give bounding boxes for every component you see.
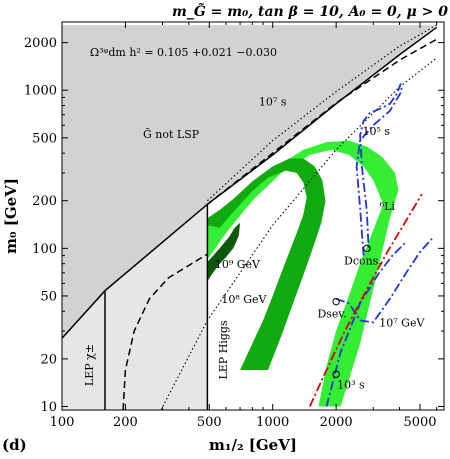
bands [207, 140, 399, 407]
series-line-8-d-sev [325, 241, 407, 407]
ticks: 100 200 500 1000 2000 5000 10 20 50 100 200 500 1000… [24, 22, 444, 430]
x-tick-label: 2000 [320, 415, 353, 430]
relic-density-label: Ω³ᵠdm h² = 0.105 +0.021 −0.030 [90, 46, 277, 59]
region-label-lep-higgs: LEP Higgs [217, 320, 230, 379]
x-tick-label: 100 [50, 415, 75, 430]
marker-d-sev-point [332, 297, 340, 306]
marker-10-s-point [332, 370, 340, 378]
regions [62, 25, 437, 410]
y-tick-label: 50 [40, 289, 57, 304]
x-axis-label: m₁/₂ [GeV] [209, 436, 297, 454]
y-tick-label: 20 [40, 352, 57, 367]
series-line-7-d-cons [335, 238, 433, 324]
annotation-10-s: 10⁵ s [362, 125, 390, 138]
region-label-lep-chargino: LEP χ± [83, 344, 96, 386]
x-tick-label: 200 [113, 415, 138, 430]
y-tick-label: 500 [32, 131, 57, 146]
region-lep-chargino [62, 290, 105, 410]
x-tick-label: 1000 [256, 415, 289, 430]
region-label-gravitino: G̃ not LSP [143, 128, 200, 141]
annotation-li: ⁶Li [380, 200, 396, 213]
annotation-10-gev: 10⁷ GeV [379, 317, 425, 330]
band-darkest-green-band [207, 222, 241, 282]
y-tick-label: 10 [40, 400, 57, 415]
markers [332, 244, 371, 378]
chart-title: m_G̃ = m₀, tan β = 10, A₀ = 0, μ > 0 [172, 2, 448, 20]
annotation-10-s: 10⁷ s [259, 96, 287, 109]
series-line-4-10-s [207, 24, 437, 202]
series-line-3-dashed [206, 38, 438, 205]
panel-label: (d) [2, 436, 27, 454]
annotation-10-gev: 10⁸ GeV [221, 293, 267, 306]
y-tick-label: 100 [32, 242, 57, 257]
series-line-9-li [308, 193, 423, 407]
series-line-5-dotted [160, 57, 438, 410]
plot-frame [61, 21, 445, 411]
y-tick-label: 1000 [24, 84, 57, 99]
series-line-2-dashed [122, 253, 208, 410]
marker-d-cons-point [363, 244, 371, 253]
x-tick-label: 500 [197, 415, 222, 430]
annotations: 10⁹ GeV 10⁸ GeV 10⁷ GeV 10⁷ s 10⁵ s ⁶Li 10³ s D… [215, 96, 426, 392]
y-axis-label: m₀ [GeV] [2, 178, 20, 254]
y-tick-label: 2000 [24, 36, 57, 51]
band-light-green-outer-band [207, 140, 399, 407]
band-green-inner-band [207, 158, 326, 370]
region-lep-higgs [105, 204, 208, 410]
region-g-not-lsp [62, 25, 437, 339]
series-line-10-solid [62, 26, 438, 339]
x-tick-label: 5000 [403, 415, 436, 430]
lines [62, 24, 438, 410]
annotation-10-s: 10³ s [337, 378, 365, 391]
series-line-6-10-s [355, 83, 403, 256]
y-tick-label: 200 [32, 194, 57, 209]
marker-label-d-cons-point: Dcons. [344, 254, 382, 267]
annotation-10-gev: 10⁹ GeV [215, 258, 261, 271]
marker-label-d-sev-point: Dsev. [317, 308, 346, 321]
